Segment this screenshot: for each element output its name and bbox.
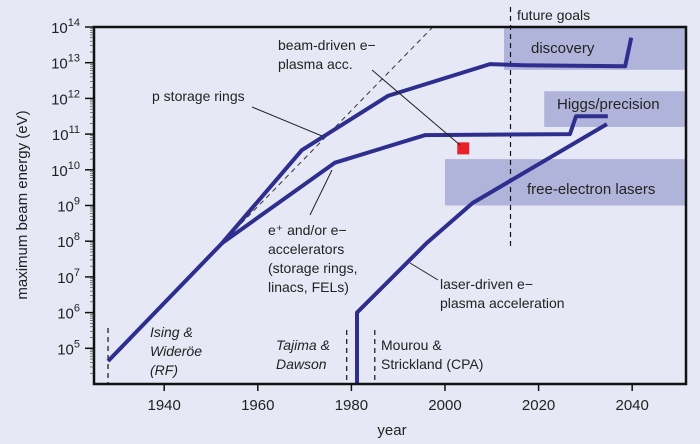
x-tick-label: 2040 (615, 397, 648, 414)
y-tick-base: 10 (57, 199, 74, 216)
y-tick-base: 10 (51, 20, 68, 37)
band-higgs-precision (544, 91, 686, 127)
annotation-leader (409, 262, 439, 281)
x-tick-label: 1940 (148, 397, 181, 414)
band-label: Higgs/precision (557, 96, 660, 113)
annotation-label: accelerators (268, 241, 344, 257)
annotation-leader (309, 169, 333, 216)
y-tick-label: 106 (57, 303, 80, 323)
annotation-label: beam-driven e− (278, 37, 376, 53)
y-tick-label: 105 (57, 338, 80, 358)
y-tick-label: 107 (57, 267, 80, 287)
band-label: discovery (531, 40, 595, 57)
beam-driven-point (457, 142, 470, 155)
series-line-1 (221, 114, 608, 245)
x-tick-label: 1980 (335, 397, 368, 414)
y-tick-label: 108 (57, 231, 80, 251)
annotation-label: linacs, FELs) (268, 279, 349, 295)
annotation-label: (storage rings, (268, 260, 357, 276)
y-tick-base: 10 (51, 91, 68, 108)
y-tick-exponent: 5 (74, 338, 80, 350)
x-tick-label: 2020 (522, 397, 555, 414)
band-discovery (503, 27, 686, 70)
series-line-0 (106, 37, 634, 363)
y-tick-base: 10 (57, 270, 74, 287)
vertical-marker-label: Mourou & (381, 337, 442, 353)
y-tick-label: 1010 (51, 160, 80, 180)
y-tick-label: 1011 (52, 124, 80, 144)
annotation-label: e⁺ and/or e− (268, 222, 347, 238)
annotation-label: laser-driven e− (440, 276, 533, 292)
y-axis-label: maximum beam energy (eV) (14, 110, 31, 299)
y-tick-label: 109 (57, 196, 80, 216)
y-tick-base: 10 (57, 234, 74, 251)
vertical-marker-label: Tajima & (276, 337, 330, 353)
y-tick-base: 10 (57, 306, 74, 323)
y-tick-exponent: 11 (69, 124, 80, 136)
vertical-marker-label: future goals (517, 7, 590, 23)
band-label: free-electron lasers (527, 181, 655, 198)
y-tick-base: 10 (52, 127, 69, 144)
series-line-2 (355, 122, 608, 384)
y-tick-exponent: 8 (74, 231, 80, 243)
x-tick-label: 2000 (428, 397, 461, 414)
y-tick-exponent: 13 (68, 53, 80, 65)
annotation-leader (371, 69, 461, 146)
y-tick-base: 10 (57, 341, 74, 358)
x-axis-label: year (377, 422, 406, 439)
vertical-marker-label: Wideröe (150, 343, 202, 359)
y-tick-label: 1014 (51, 17, 80, 37)
y-tick-exponent: 14 (68, 17, 80, 29)
vertical-marker-label: Ising & (150, 324, 193, 340)
y-tick-exponent: 9 (74, 196, 80, 208)
y-tick-label: 1013 (51, 53, 80, 73)
y-tick-label: 1012 (51, 88, 80, 108)
y-tick-exponent: 10 (68, 160, 80, 172)
annotation-label: plasma acc. (278, 56, 353, 72)
annotation-leader (251, 106, 323, 137)
annotation-label: plasma acceleration (440, 295, 565, 311)
y-tick-exponent: 6 (74, 303, 80, 315)
y-tick-base: 10 (51, 56, 68, 73)
annotation-label: p storage rings (152, 88, 245, 104)
vertical-marker-label: (RF) (150, 362, 178, 378)
y-tick-exponent: 7 (74, 267, 80, 279)
x-tick-label: 1960 (241, 397, 274, 414)
vertical-marker-label: Strickland (CPA) (381, 356, 483, 372)
y-tick-base: 10 (51, 163, 68, 180)
vertical-marker-label: Dawson (276, 356, 327, 372)
y-tick-exponent: 12 (68, 88, 80, 100)
